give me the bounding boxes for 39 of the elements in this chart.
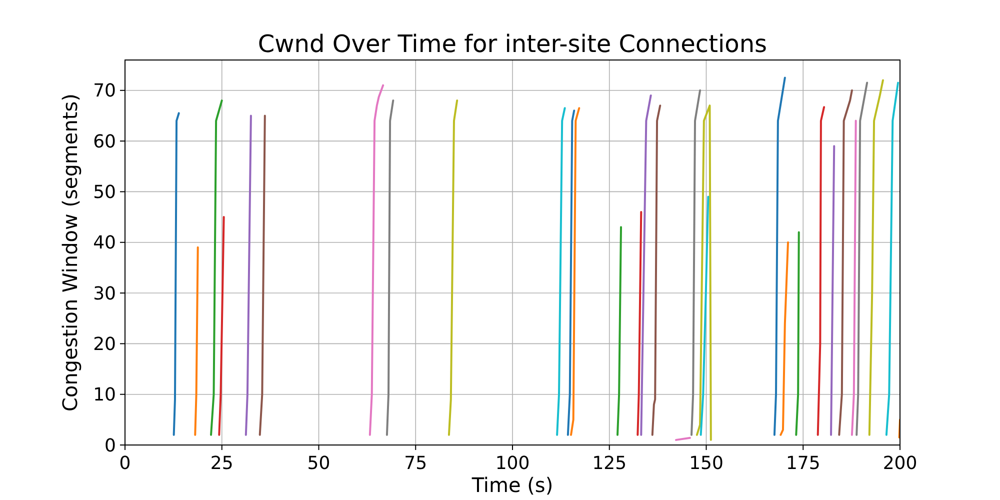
line-series — [868, 79, 884, 436]
line-series — [885, 82, 900, 436]
line-series — [368, 84, 384, 436]
line-series — [773, 76, 786, 436]
line-series — [700, 196, 710, 436]
line-series — [780, 241, 790, 436]
y-tick-label: 30 — [93, 283, 116, 304]
y-tick-label: 70 — [93, 80, 116, 102]
x-tick-label: 100 — [495, 453, 530, 474]
line-series — [856, 82, 868, 436]
line-series — [556, 107, 566, 436]
chart-title: Cwnd Over Time for inter-site Connections — [258, 30, 768, 58]
x-tick-label: 25 — [210, 453, 234, 474]
line-series — [570, 107, 580, 436]
x-axis-title: Time (s) — [470, 473, 554, 497]
x-tick-label: 175 — [786, 453, 820, 474]
line-series — [651, 104, 662, 436]
x-tick-label: 200 — [882, 453, 918, 474]
line-series — [838, 89, 853, 436]
line-series — [210, 100, 223, 436]
x-tick-label: 125 — [592, 453, 627, 474]
x-tick-label: 0 — [119, 453, 131, 474]
y-tick-label: 40 — [93, 232, 116, 254]
line-series — [696, 104, 712, 441]
line-series — [386, 100, 394, 436]
y-tick-label: 50 — [93, 182, 116, 204]
line-series — [448, 100, 458, 436]
y-tick-label: 10 — [93, 384, 116, 406]
line-series — [566, 110, 576, 436]
line-series — [690, 89, 702, 436]
x-tick-label: 50 — [307, 453, 330, 474]
x-tick-label: 75 — [404, 453, 428, 474]
line-series — [172, 112, 180, 436]
y-tick-label: 60 — [93, 131, 116, 152]
y-tick-label: 0 — [104, 435, 116, 456]
line-series — [816, 106, 826, 436]
y-tick-label: 20 — [93, 334, 116, 355]
x-tick-label: 150 — [689, 453, 724, 474]
y-axis-title: Congestion Window (segments) — [58, 94, 82, 412]
